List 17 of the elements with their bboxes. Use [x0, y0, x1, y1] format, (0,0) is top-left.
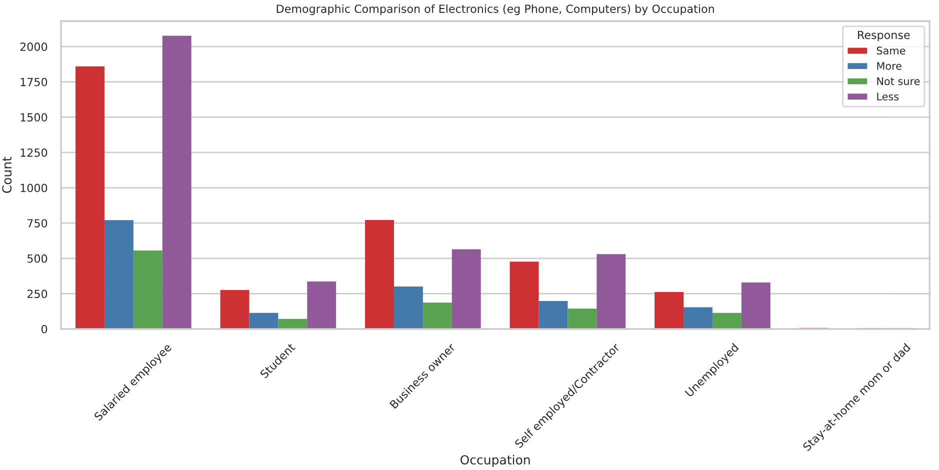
- legend-label: More: [877, 62, 902, 70]
- y-tick-label: 1750: [20, 78, 48, 86]
- y-tick-label: 1500: [20, 113, 48, 122]
- chart-title: Demographic Comparison of Electronics (eg Phone, Computers) by Occupation: [276, 4, 714, 16]
- y-tick-label: 1250: [20, 148, 48, 157]
- x-axis-title: Occupation: [460, 454, 530, 467]
- y-tick-label: 750: [28, 219, 48, 228]
- legend-label: Same: [876, 46, 906, 55]
- y-tick-label: 500: [27, 254, 48, 263]
- y-tick-label: 250: [27, 290, 48, 298]
- y-tick-label: 2000: [20, 42, 48, 51]
- legend-label: Less: [877, 92, 899, 100]
- y-tick-label: 1000: [20, 184, 48, 192]
- y-tick-label: 0: [42, 324, 48, 334]
- legend-label: Not sure: [877, 77, 920, 86]
- legend-title: Response: [858, 30, 910, 42]
- y-axis-title: Count: [2, 156, 12, 193]
